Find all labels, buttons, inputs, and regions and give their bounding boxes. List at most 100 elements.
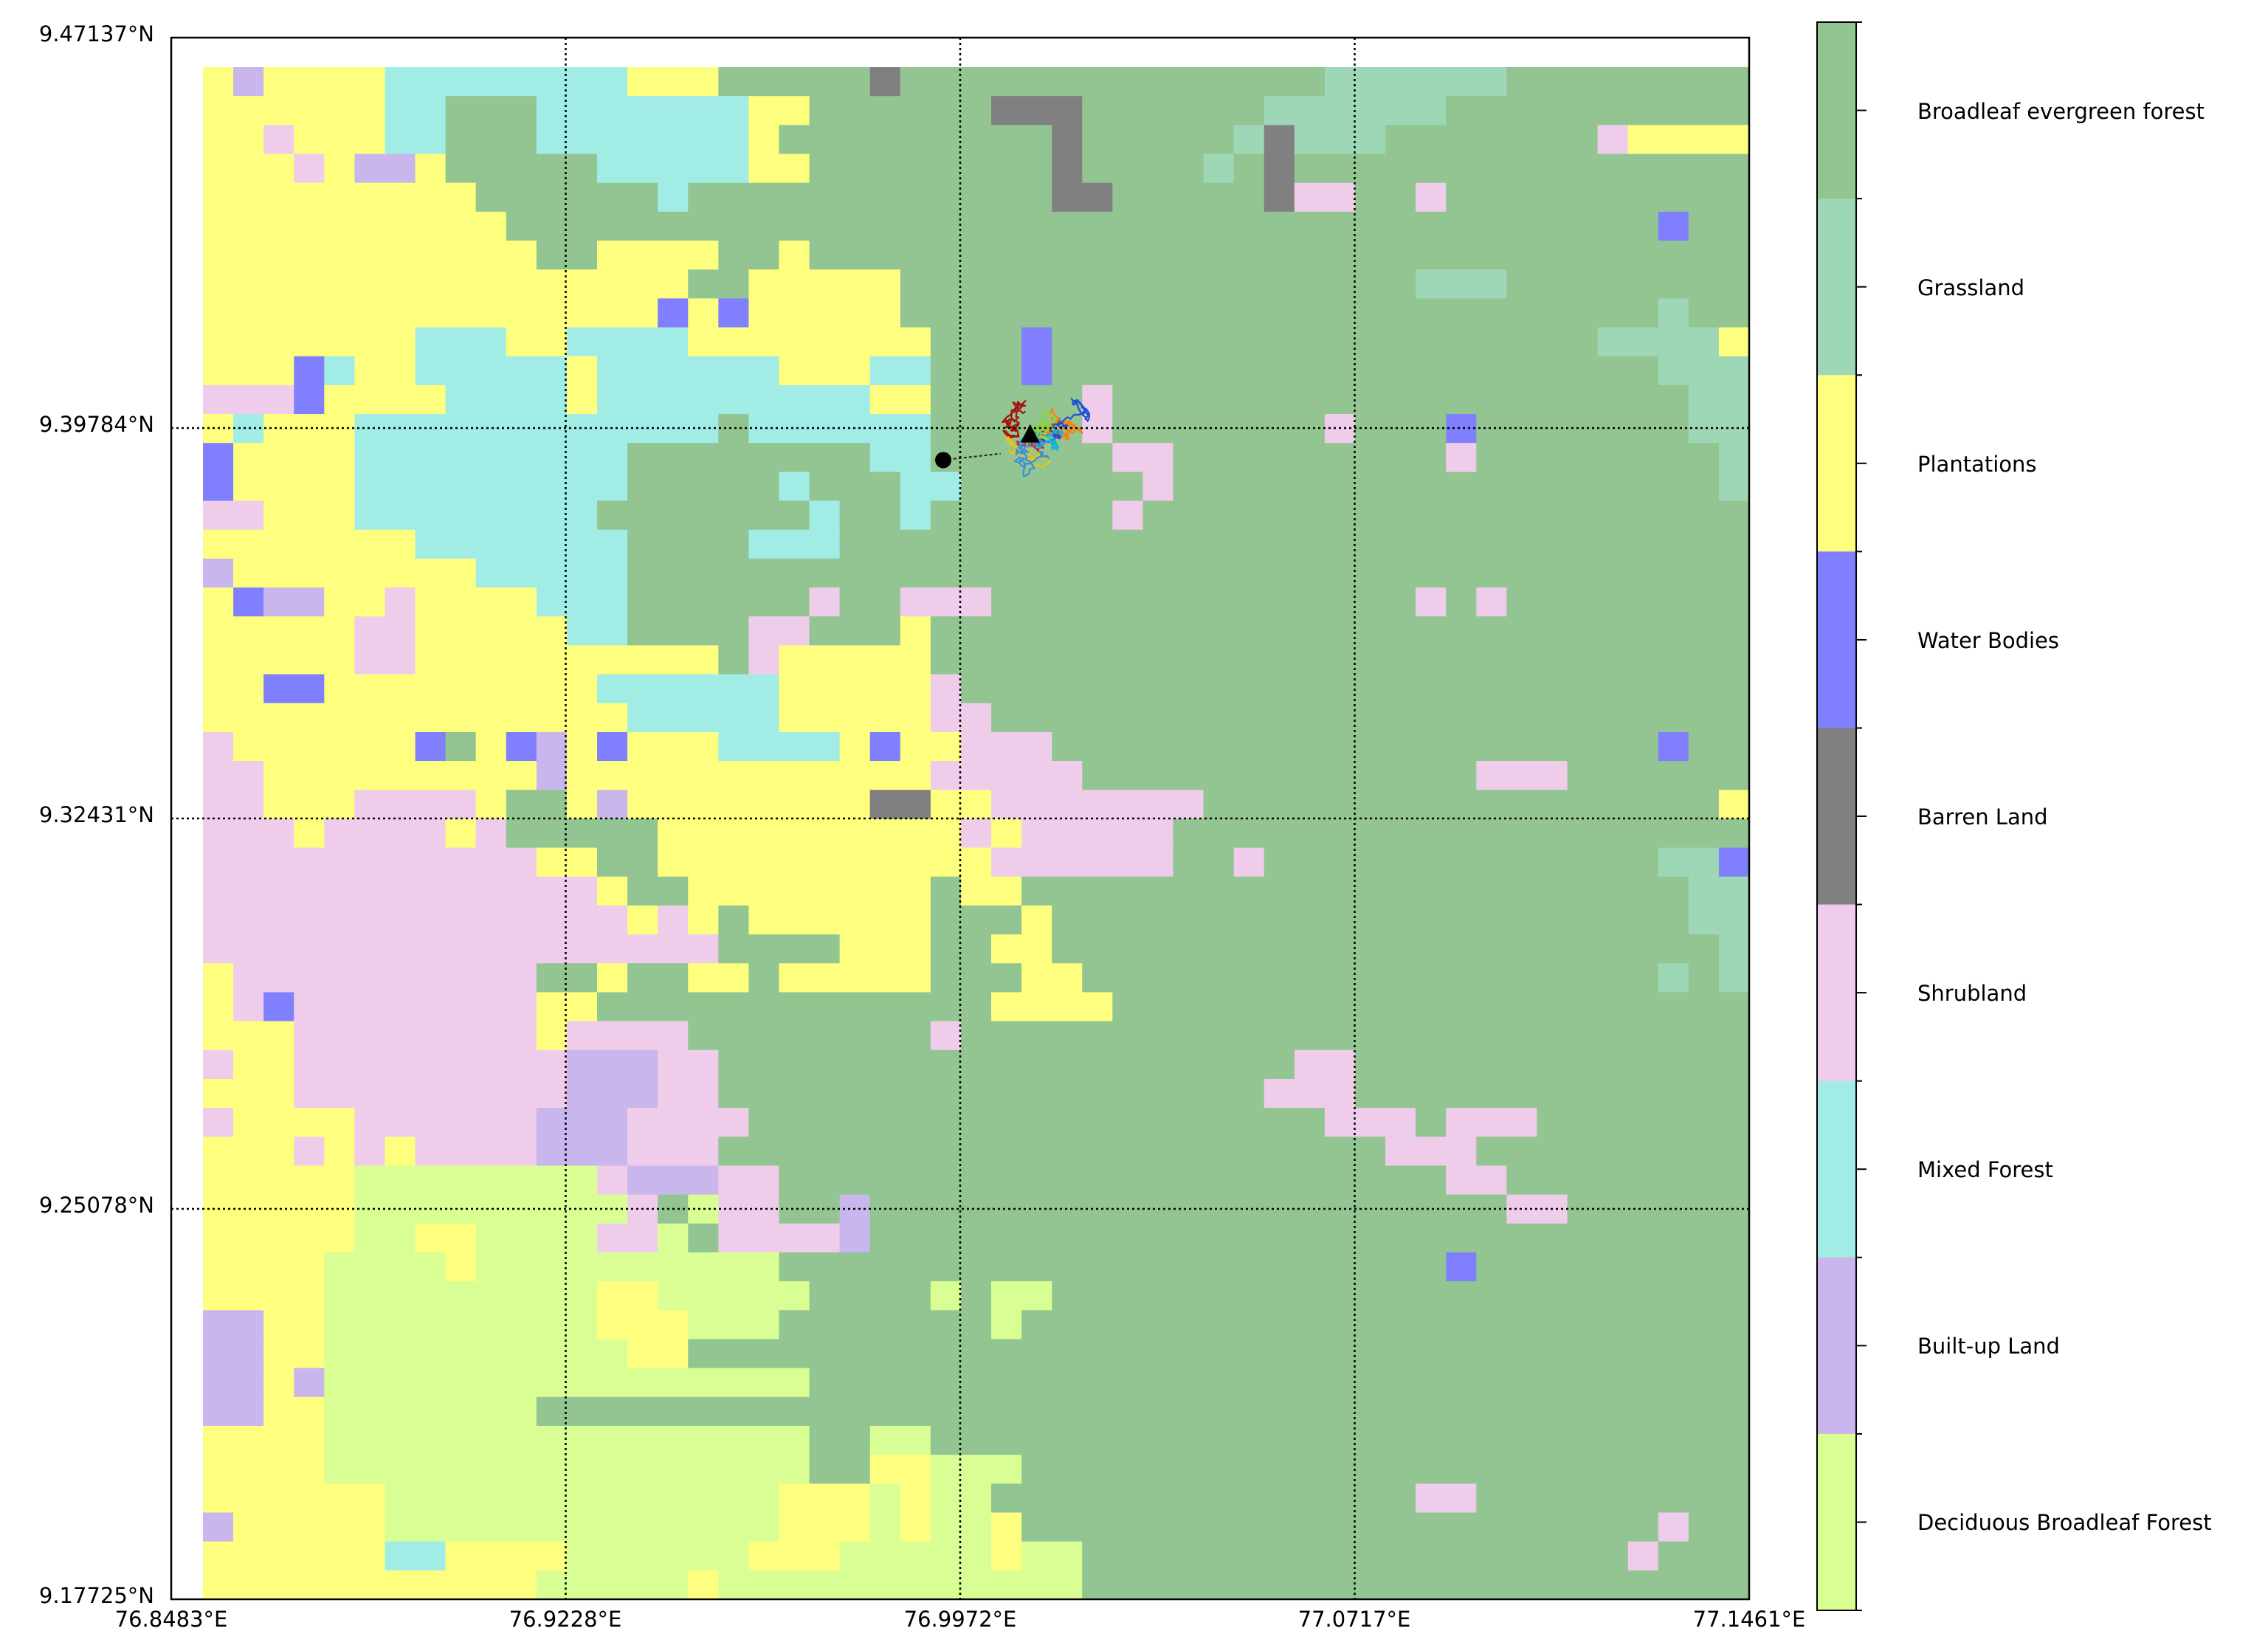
- cell-plantations: [627, 905, 658, 935]
- cell-broadleaf-evergreen-forest: [930, 905, 1022, 935]
- cell-broadleaf-evergreen-forest: [1688, 731, 1750, 762]
- colorbar-swatch-water-bodies: [1817, 551, 1856, 729]
- cell-broadleaf-evergreen-forest: [1173, 443, 1447, 472]
- cell-broadleaf-evergreen-forest: [1476, 1252, 1750, 1282]
- cell-plantations: [1021, 905, 1052, 935]
- cell-shrubland: [475, 818, 507, 849]
- cell-water-bodies: [1658, 211, 1689, 241]
- cell-plantations: [900, 1512, 931, 1542]
- cell-broadleaf-evergreen-forest: [779, 125, 1052, 155]
- cell-plantations: [203, 211, 507, 241]
- cell-shrubland: [658, 1078, 719, 1109]
- cell-broadleaf-evergreen-forest: [1112, 385, 1689, 415]
- cell-built-up-land: [536, 1108, 628, 1137]
- cell-built-up-land: [536, 1137, 628, 1167]
- cell-built-up-land: [203, 1512, 234, 1542]
- cell-plantations: [748, 269, 901, 299]
- cell-water-bodies: [203, 472, 234, 502]
- cell-shrubland: [203, 1049, 234, 1080]
- cell-plantations: [748, 1541, 841, 1571]
- cell-plantations: [475, 790, 507, 820]
- cell-plantations: [627, 790, 871, 820]
- cell-broadleaf-evergreen-forest: [536, 241, 598, 270]
- cell-broadleaf-evergreen-forest: [718, 414, 750, 444]
- cell-plantations: [536, 1021, 568, 1051]
- cell-plantations: [597, 1281, 658, 1311]
- legend-label-deciduous-broadleaf-forest: Deciduous Broadleaf Forest: [1917, 1510, 2212, 1535]
- cell-plantations: [1627, 125, 1750, 155]
- cell-broadleaf-evergreen-forest: [1021, 1310, 1750, 1340]
- cell-broadleaf-evergreen-forest: [627, 558, 1750, 588]
- cell-plantations: [203, 587, 234, 617]
- cell-broadleaf-evergreen-forest: [991, 703, 1750, 733]
- cell-plantations: [203, 1455, 325, 1484]
- cell-plantations: [263, 67, 386, 97]
- cell-mixed-forest: [415, 529, 628, 559]
- cell-shrubland: [930, 674, 962, 704]
- cell-plantations: [233, 1049, 294, 1080]
- cell-grassland: [1233, 125, 1265, 155]
- cell-deciduous-broadleaf-forest: [991, 1310, 1022, 1340]
- cell-broadleaf-evergreen-forest: [900, 298, 1659, 328]
- cell-shrubland: [1597, 125, 1629, 155]
- lat-label-0: 9.47137°N: [39, 21, 154, 46]
- cell-grassland: [1688, 905, 1750, 935]
- cell-water-bodies: [233, 587, 264, 617]
- cell-mixed-forest: [658, 182, 689, 213]
- cell-broadleaf-evergreen-forest: [688, 1339, 1750, 1369]
- cell-mixed-forest: [566, 327, 689, 357]
- cell-broadleaf-evergreen-forest: [930, 327, 1022, 357]
- cell-grassland: [1658, 847, 1720, 878]
- cell-shrubland: [354, 1137, 386, 1167]
- cell-broadleaf-evergreen-forest: [627, 876, 689, 906]
- cell-shrubland: [1142, 472, 1174, 502]
- cell-plantations: [779, 703, 931, 733]
- cell-mixed-forest: [597, 154, 750, 184]
- cell-deciduous-broadleaf-forest: [869, 1425, 931, 1455]
- cell-built-up-land: [203, 1339, 264, 1369]
- cell-broadleaf-evergreen-forest: [445, 154, 598, 184]
- cell-shrubland: [203, 385, 294, 415]
- cell-shrubland: [748, 616, 810, 646]
- cell-shrubland: [597, 1165, 628, 1196]
- cell-built-up-land: [203, 1310, 264, 1340]
- cell-plantations: [779, 356, 871, 386]
- cell-plantations: [263, 1339, 325, 1369]
- cell-plantations: [415, 1223, 477, 1253]
- cell-plantations: [1021, 963, 1083, 993]
- cell-grassland: [1688, 385, 1750, 415]
- legend-label-broadleaf-evergreen-forest: Broadleaf evergreen forest: [1917, 99, 2205, 124]
- cell-plantations: [203, 645, 355, 675]
- cell-deciduous-broadleaf-forest: [930, 1281, 962, 1311]
- cell-built-up-land: [536, 731, 568, 762]
- cell-broadleaf-evergreen-forest: [930, 645, 1750, 675]
- lat-label-3: 9.25078°N: [39, 1193, 154, 1218]
- cell-broadleaf-evergreen-forest: [718, 1078, 1265, 1109]
- cell-broadleaf-evergreen-forest: [1294, 154, 1750, 184]
- cell-broadleaf-evergreen-forest: [779, 1165, 1447, 1196]
- cell-plantations: [688, 876, 931, 906]
- cell-broadleaf-evergreen-forest: [718, 1049, 1295, 1080]
- cell-shrubland: [1416, 587, 1447, 617]
- cell-broadleaf-evergreen-forest: [1021, 1455, 1750, 1484]
- cell-plantations: [203, 182, 477, 213]
- cell-plantations: [869, 385, 931, 415]
- cell-broadleaf-evergreen-forest: [1233, 154, 1265, 184]
- cell-shrubland: [233, 992, 264, 1022]
- cell-deciduous-broadleaf-forest: [869, 1483, 901, 1514]
- cell-broadleaf-evergreen-forest: [688, 182, 1052, 213]
- cell-broadleaf-evergreen-forest: [960, 472, 1144, 502]
- cell-deciduous-broadleaf-forest: [385, 1483, 780, 1514]
- cell-broadleaf-evergreen-forest: [779, 1194, 841, 1224]
- cell-shrubland: [203, 847, 537, 878]
- cell-grassland: [1658, 298, 1689, 328]
- legend-label-mixed-forest: Mixed Forest: [1917, 1157, 2053, 1182]
- cell-plantations: [203, 241, 537, 270]
- cell-broadleaf-evergreen-forest: [1173, 818, 1750, 849]
- cell-plantations: [748, 125, 780, 155]
- cell-grassland: [1416, 269, 1507, 299]
- cell-broadleaf-evergreen-forest: [627, 616, 750, 646]
- cell-broadleaf-evergreen-forest: [1082, 963, 1659, 993]
- cell-broadleaf-evergreen-forest: [930, 934, 992, 964]
